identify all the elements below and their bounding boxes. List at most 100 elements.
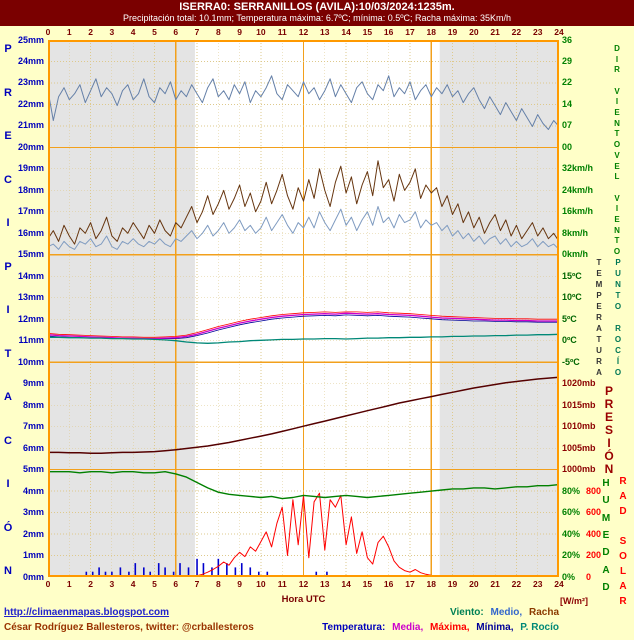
precip-axis-label: 8mm (22, 399, 44, 410)
vel-viento-word: E (614, 215, 620, 224)
radiation-unit-label: [W/m²] (560, 596, 588, 606)
humedad-word: A (602, 564, 610, 576)
hour-label-bottom: 14 (341, 579, 351, 589)
hour-label-bottom: 20 (469, 579, 479, 589)
precip-axis-label: 15mm (17, 249, 44, 260)
dir-viento-word: O (613, 140, 621, 149)
chart-plot (48, 40, 559, 577)
punto-rocio-word: O (614, 368, 622, 377)
radiation-tick-label: 400 (586, 528, 602, 539)
hour-label-top: 10 (256, 27, 266, 37)
night-shading-band (48, 40, 195, 577)
hour-label-top: 7 (194, 27, 200, 37)
punto-rocio-word: C (615, 346, 621, 355)
punto-rocio-word: P (615, 258, 621, 267)
hour-label-top: 5 (152, 27, 157, 37)
dir-viento-word: E (614, 108, 620, 117)
pressure-tick-label: 1000mb (562, 464, 596, 475)
wind-direction-tick-label: 29 (562, 55, 573, 66)
night-shading-band (439, 40, 559, 577)
hour-label-bottom: 3 (109, 579, 115, 589)
precipitacion-axis-word: C (4, 434, 12, 447)
pressure-tick-label: 1010mb (562, 421, 596, 432)
precip-axis-label: 24mm (17, 55, 44, 66)
blog-link[interactable]: http://climaenmapas.blogspot.com (4, 607, 170, 618)
vel-viento-word: T (614, 236, 620, 246)
wind-speed-tick-label: 32km/h (562, 163, 594, 174)
vel-viento-word: L (614, 172, 620, 182)
hour-label-bottom: 17 (405, 579, 415, 589)
humedad-word: D (602, 547, 610, 559)
hour-label-bottom: 9 (237, 579, 242, 589)
presion-word: I (607, 436, 611, 450)
vel-viento-word: O (613, 247, 621, 256)
footer-row-1: http://climaenmapas.blogspot.com Viento:… (0, 607, 634, 621)
precip-axis-label: 22mm (17, 98, 44, 109)
temperatura-word: A (596, 324, 602, 333)
temperature-tick-label: 10ºC (562, 292, 582, 303)
punto-rocio-word: O (614, 335, 622, 344)
hour-label-top: 8 (215, 27, 221, 37)
x-axis-title: Hora UTC (281, 594, 326, 605)
hour-label-top: 15 (362, 27, 373, 37)
rad-solar-word: O (619, 551, 627, 562)
precip-axis-label: 6mm (22, 442, 44, 453)
hour-label-top: 13 (320, 27, 330, 37)
hour-label-top: 18 (426, 27, 436, 37)
hour-label-bottom: 6 (173, 579, 179, 589)
precip-axis-label: 13mm (17, 292, 44, 303)
hour-label-bottom: 11 (277, 579, 287, 589)
precip-axis-label: 7mm (22, 421, 44, 432)
hour-label-top: 16 (383, 27, 394, 37)
temperatura-word: A (596, 368, 602, 377)
hour-label-bottom: 8 (215, 579, 221, 589)
precipitacion-axis-word: E (4, 130, 12, 142)
rad-solar-word: R (619, 476, 627, 487)
hour-label-top: 20 (469, 27, 479, 37)
dir-viento-word: I (615, 97, 619, 107)
precipitation-bar (315, 571, 318, 576)
hour-label-bottom: 10 (256, 579, 266, 589)
temperatura-word: U (596, 346, 602, 355)
presion-word: N (604, 462, 614, 476)
temperature-tick-label: -5ºC (562, 356, 580, 367)
hour-label-top: 2 (88, 27, 93, 37)
station-title: ISERRA0: SERRANILLOS (AVILA):10/03/2024:… (179, 1, 455, 13)
hour-label-bottom: 1 (66, 579, 72, 589)
humidity-tick-label: 20% (562, 550, 581, 561)
wind-direction-tick-label: 22 (562, 77, 573, 88)
plot-frame (48, 40, 559, 577)
punto-rocio-word: T (615, 291, 621, 300)
wind-direction-tick-label: 14 (562, 98, 573, 109)
pressure-tick-label: 1020mb (562, 378, 596, 389)
temperatura-word: R (596, 313, 602, 322)
precipitation-bar (202, 563, 205, 576)
hour-label-top: 0 (45, 27, 51, 37)
precipitation-bar (104, 571, 107, 576)
humedad-word: H (602, 478, 610, 489)
precipitacion-axis-word: I (6, 304, 10, 316)
wind-legend: Viento: Medio, Racha (446, 607, 559, 618)
hour-label-top: 11 (277, 27, 287, 37)
hour-label-top: 24 (554, 27, 564, 37)
footer-row-2: César Rodríguez Ballesteros, twitter: @c… (0, 622, 634, 636)
humidity-tick-label: 60% (562, 507, 581, 518)
wind-speed-tick-label: 8km/h (562, 227, 589, 238)
precipitation-bar (143, 567, 145, 576)
precipitation-bar (187, 567, 190, 576)
precip-axis-label: 23mm (17, 77, 44, 88)
temperature-tick-label: 5ºC (562, 313, 577, 324)
temperature-legend: Temperatura: Media, Máxima, Mínima, P. R… (318, 622, 559, 633)
presion-word: Ó (604, 449, 614, 463)
vel-viento-word: V (614, 193, 620, 203)
temp-legend-media: Media, (392, 622, 424, 633)
dir-viento-word: T (614, 129, 620, 139)
wind-direction-line (48, 75, 559, 130)
temperature-tick-label: 15ºC (562, 270, 582, 281)
wind-direction-tick-label: 07 (562, 120, 573, 131)
presion-word: S (604, 423, 614, 437)
hour-label-top: 23 (532, 27, 543, 37)
precipitation-bar (249, 567, 252, 576)
precipitation-bar (211, 567, 213, 576)
hour-label-bottom: 7 (194, 579, 200, 589)
